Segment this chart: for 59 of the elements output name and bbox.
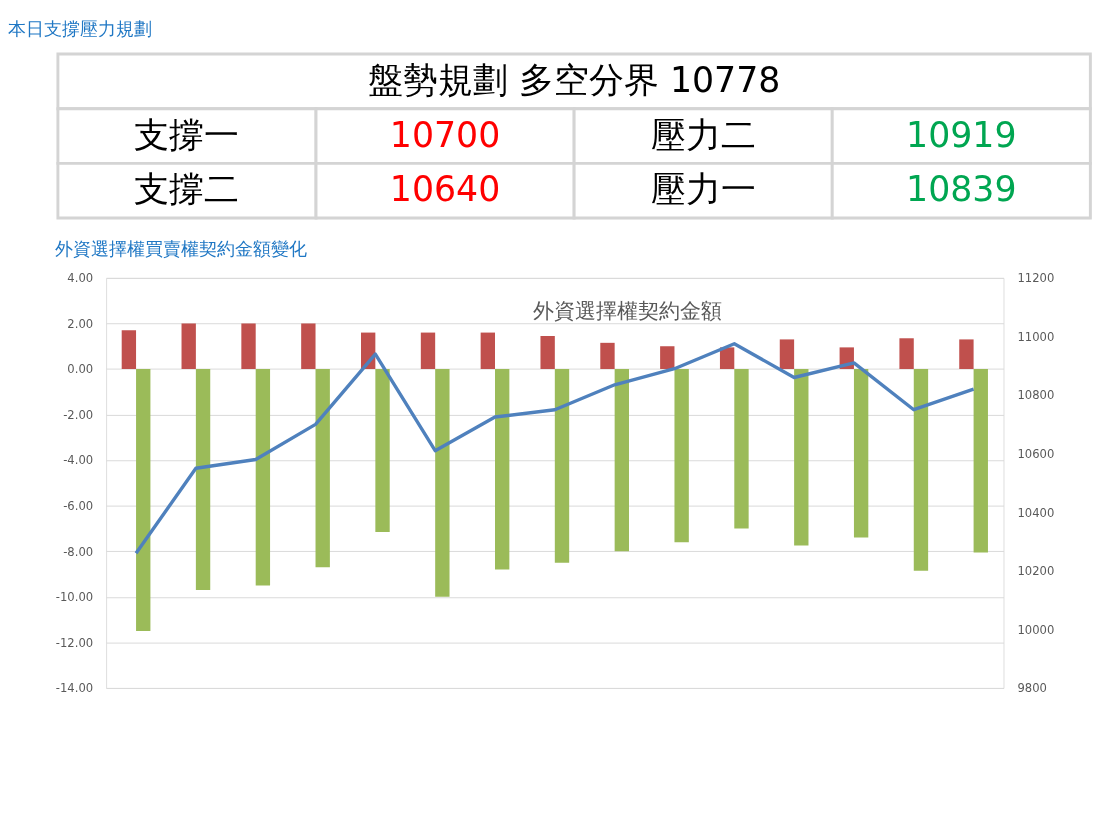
bar xyxy=(375,369,390,532)
y2-tick-label: 10800 xyxy=(1017,388,1055,403)
bar xyxy=(301,323,316,370)
text: 壓力一 xyxy=(650,169,756,210)
chart-title: 外資選擇權買賣權契約金額變化 xyxy=(55,237,308,259)
text: 支撐二 xyxy=(134,169,240,210)
y2-tick-label: 10600 xyxy=(1017,446,1055,461)
text: 支撐一 xyxy=(134,114,240,155)
y2-tick-label: 10200 xyxy=(1017,564,1055,579)
y-tick-label: -6.00 xyxy=(63,499,94,514)
y-tick-label: -8.00 xyxy=(63,544,94,559)
bar xyxy=(315,369,330,568)
text: 盤勢規劃 多空分界 10778 xyxy=(367,59,781,100)
bar xyxy=(719,347,735,370)
bar xyxy=(600,342,615,370)
bar xyxy=(540,335,555,370)
bar xyxy=(255,369,271,586)
y2-tick-label: 10400 xyxy=(1017,505,1055,520)
bar xyxy=(121,330,137,370)
bar xyxy=(779,339,795,370)
bar xyxy=(913,369,929,571)
bar xyxy=(435,369,450,597)
y-tick-label: -2.00 xyxy=(63,407,94,422)
bar xyxy=(554,369,570,563)
text: 10700 xyxy=(389,114,501,155)
text: 壓力二 xyxy=(650,114,756,155)
bar xyxy=(420,332,436,370)
text: 10919 xyxy=(906,114,1017,155)
bar xyxy=(181,323,196,370)
bar xyxy=(853,369,869,538)
bar xyxy=(495,369,510,570)
bar xyxy=(973,369,988,553)
y2-tick-label: 11200 xyxy=(1017,271,1055,286)
bar xyxy=(480,332,495,370)
bar xyxy=(734,369,749,529)
y2-tick-label: 11000 xyxy=(1017,329,1055,344)
y2-tick-label: 10000 xyxy=(1017,622,1055,637)
bar xyxy=(195,369,211,591)
text: 外資選擇權契約金額 xyxy=(532,298,722,324)
y-tick-label: -10.00 xyxy=(55,590,94,605)
line-series xyxy=(134,342,976,555)
y-tick-label: 0.00 xyxy=(67,362,94,377)
bar xyxy=(899,338,914,370)
bar xyxy=(959,339,974,370)
y-tick-label: 2.00 xyxy=(67,316,94,331)
y-tick-label: -4.00 xyxy=(63,453,94,468)
text: 10640 xyxy=(389,169,501,210)
text: 本日支撐壓力規劃 xyxy=(8,18,153,40)
bar xyxy=(136,369,151,632)
bar xyxy=(660,346,675,370)
y-tick-label: -14.00 xyxy=(55,681,94,696)
y-tick-label: -12.00 xyxy=(55,635,94,650)
text: 10839 xyxy=(906,169,1017,210)
bar xyxy=(614,369,630,552)
bar xyxy=(794,369,809,546)
bar xyxy=(674,369,689,543)
y-tick-label: 4.00 xyxy=(67,271,94,286)
y2-tick-label: 9800 xyxy=(1017,681,1047,696)
bar xyxy=(241,323,256,370)
